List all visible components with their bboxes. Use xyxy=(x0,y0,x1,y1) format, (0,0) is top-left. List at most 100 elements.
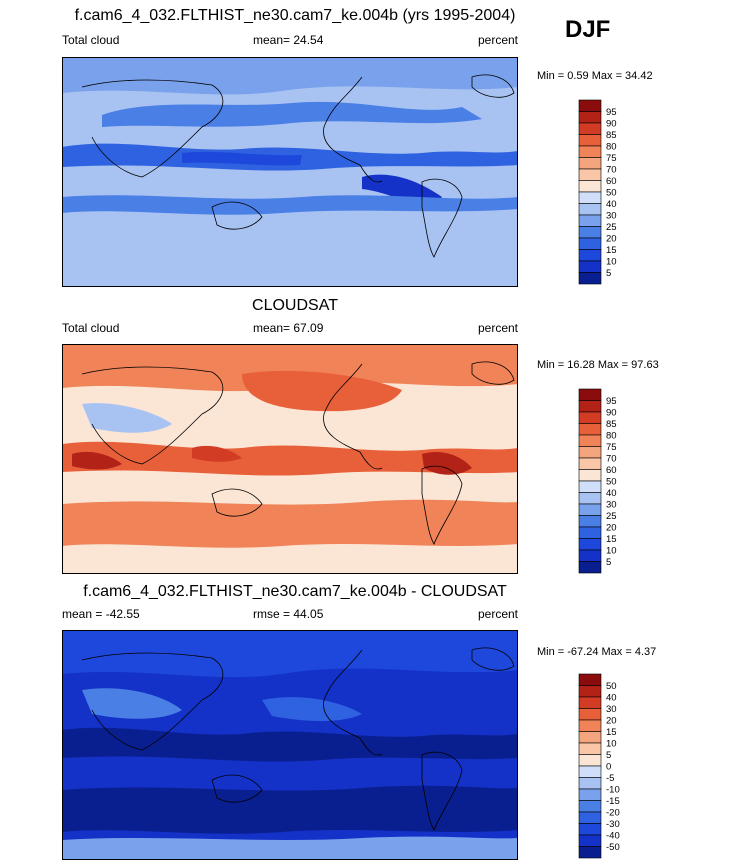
colorbar-swatch xyxy=(578,719,602,732)
cloud-band-north-pacific xyxy=(242,370,402,412)
colorbar-tick-label: 10 xyxy=(606,257,617,268)
cloud-core-maritime xyxy=(192,445,242,462)
colorbar-tick-label: 10 xyxy=(606,546,617,557)
colorbar-tick-label: 70 xyxy=(606,165,617,176)
colorbar-swatch xyxy=(578,237,602,250)
colorbar-swatch xyxy=(578,446,602,459)
variable-label: Total cloud xyxy=(62,33,120,47)
cloud-band-north xyxy=(62,344,518,392)
colorbar-swatch xyxy=(578,800,602,813)
colorbar-tick-label: 5 xyxy=(606,268,611,279)
map-frame xyxy=(62,344,518,574)
min-max-label: Min = 0.59 Max = 34.42 xyxy=(537,70,653,82)
colorbar-tick-label: 85 xyxy=(606,130,617,141)
colorbar-swatch xyxy=(578,549,602,562)
colorbar-tick-label: 90 xyxy=(606,408,617,419)
colorbar-swatch xyxy=(578,99,602,112)
map-model xyxy=(62,57,518,287)
cloud-band-southern-ocean xyxy=(62,499,518,548)
coastlines xyxy=(81,361,515,545)
colorbar-tick-label: 50 xyxy=(606,681,617,692)
colorbar-swatch xyxy=(578,272,602,285)
colorbar-tick-label: -20 xyxy=(606,808,620,819)
mean-label: mean= 67.09 xyxy=(253,321,324,335)
colorbar-swatch xyxy=(578,145,602,158)
colorbar-tick-label: -50 xyxy=(606,842,620,853)
colorbar-swatch xyxy=(578,168,602,181)
colorbar-swatch xyxy=(578,492,602,505)
variable-label: Total cloud xyxy=(62,321,120,335)
colorbar-swatch xyxy=(578,122,602,135)
colorbar-tick-label: 80 xyxy=(606,431,617,442)
diff-band-southern-ocean xyxy=(62,785,518,834)
colorbar-tick-label: -30 xyxy=(606,819,620,830)
colorbar-tick-label: 70 xyxy=(606,454,617,465)
colorbar-tick-label: 85 xyxy=(606,419,617,430)
colorbar-swatch xyxy=(578,708,602,721)
colorbar-tick-label: 90 xyxy=(606,119,617,130)
colorbar-swatch xyxy=(578,226,602,239)
colorbar-tick-label: 20 xyxy=(606,523,617,534)
colorbar-tick-label: 95 xyxy=(606,396,617,407)
units-label: percent xyxy=(477,321,518,335)
colorbar-tick-label: 25 xyxy=(606,222,617,233)
map-diff xyxy=(62,630,518,860)
colorbar-swatch xyxy=(578,788,602,801)
colorbar-swatch xyxy=(578,260,602,273)
colorbar-tick-label: 15 xyxy=(606,534,617,545)
colorbar-swatch xyxy=(578,214,602,227)
colorbar-swatch xyxy=(578,696,602,709)
colorbar-swatch xyxy=(578,834,602,847)
colorbar-tick-label: 20 xyxy=(606,234,617,245)
colorbar-swatch xyxy=(578,811,602,824)
units-label: percent xyxy=(477,33,518,47)
colorbar-swatch xyxy=(578,423,602,436)
colorbar-swatch xyxy=(578,180,602,193)
colorbar-swatch xyxy=(578,203,602,216)
cloud-band-north-mid xyxy=(102,101,482,127)
colorbar-tick-label: 30 xyxy=(606,500,617,511)
season-label: DJF xyxy=(565,16,611,43)
colorbar-tick-label: 20 xyxy=(606,716,617,727)
colorbar-tick-label: 50 xyxy=(606,188,617,199)
colorbar-swatch xyxy=(578,846,602,859)
colorbar-swatch xyxy=(578,673,602,686)
colorbar-swatch xyxy=(578,754,602,767)
colorbar-tick-label: -5 xyxy=(606,773,614,784)
colorbar-tick-label: 30 xyxy=(606,211,617,222)
colorbar-tick-label: 5 xyxy=(606,557,611,568)
colorbar-tick-label: -15 xyxy=(606,796,620,807)
colorbar-swatch xyxy=(578,249,602,262)
min-max-label: Min = -67.24 Max = 4.37 xyxy=(537,646,657,658)
colorbar-swatch xyxy=(578,411,602,424)
coastlines xyxy=(81,74,515,258)
diff-band-north xyxy=(62,630,518,678)
panel-title: f.cam6_4_032.FLTHIST_ne30.cam7_ke.004b (… xyxy=(74,7,516,24)
colorbar-swatch xyxy=(578,388,602,401)
colorbar-tick-label: 75 xyxy=(606,153,617,164)
colorbar-swatch xyxy=(578,526,602,539)
map-frame xyxy=(62,57,518,287)
colorbar-swatch xyxy=(578,434,602,447)
map-obs xyxy=(62,344,518,574)
cloud-core-amazon xyxy=(422,451,472,475)
diff-region-africa xyxy=(82,688,182,719)
colorbar-swatch xyxy=(578,538,602,551)
diff-band-antarctic xyxy=(62,836,518,860)
map-frame xyxy=(62,630,518,860)
colorbar-tick-label: 95 xyxy=(606,107,617,118)
units-label: percent xyxy=(477,607,518,621)
colorbar-tick-label: 5 xyxy=(606,750,611,761)
panel-title: CLOUDSAT xyxy=(252,297,338,314)
colorbar-tick-label: 15 xyxy=(606,245,617,256)
cloud-band-tropics-core xyxy=(182,151,302,166)
colorbar-swatch xyxy=(578,777,602,790)
colorbar-swatch xyxy=(578,191,602,204)
colorbar-tick-label: 15 xyxy=(606,727,617,738)
colorbar-swatch xyxy=(578,731,602,744)
diff-band-tropics xyxy=(62,727,518,762)
coastlines xyxy=(81,647,515,831)
colorbar-tick-label: -40 xyxy=(606,831,620,842)
colorbar-tick-label: 30 xyxy=(606,704,617,715)
